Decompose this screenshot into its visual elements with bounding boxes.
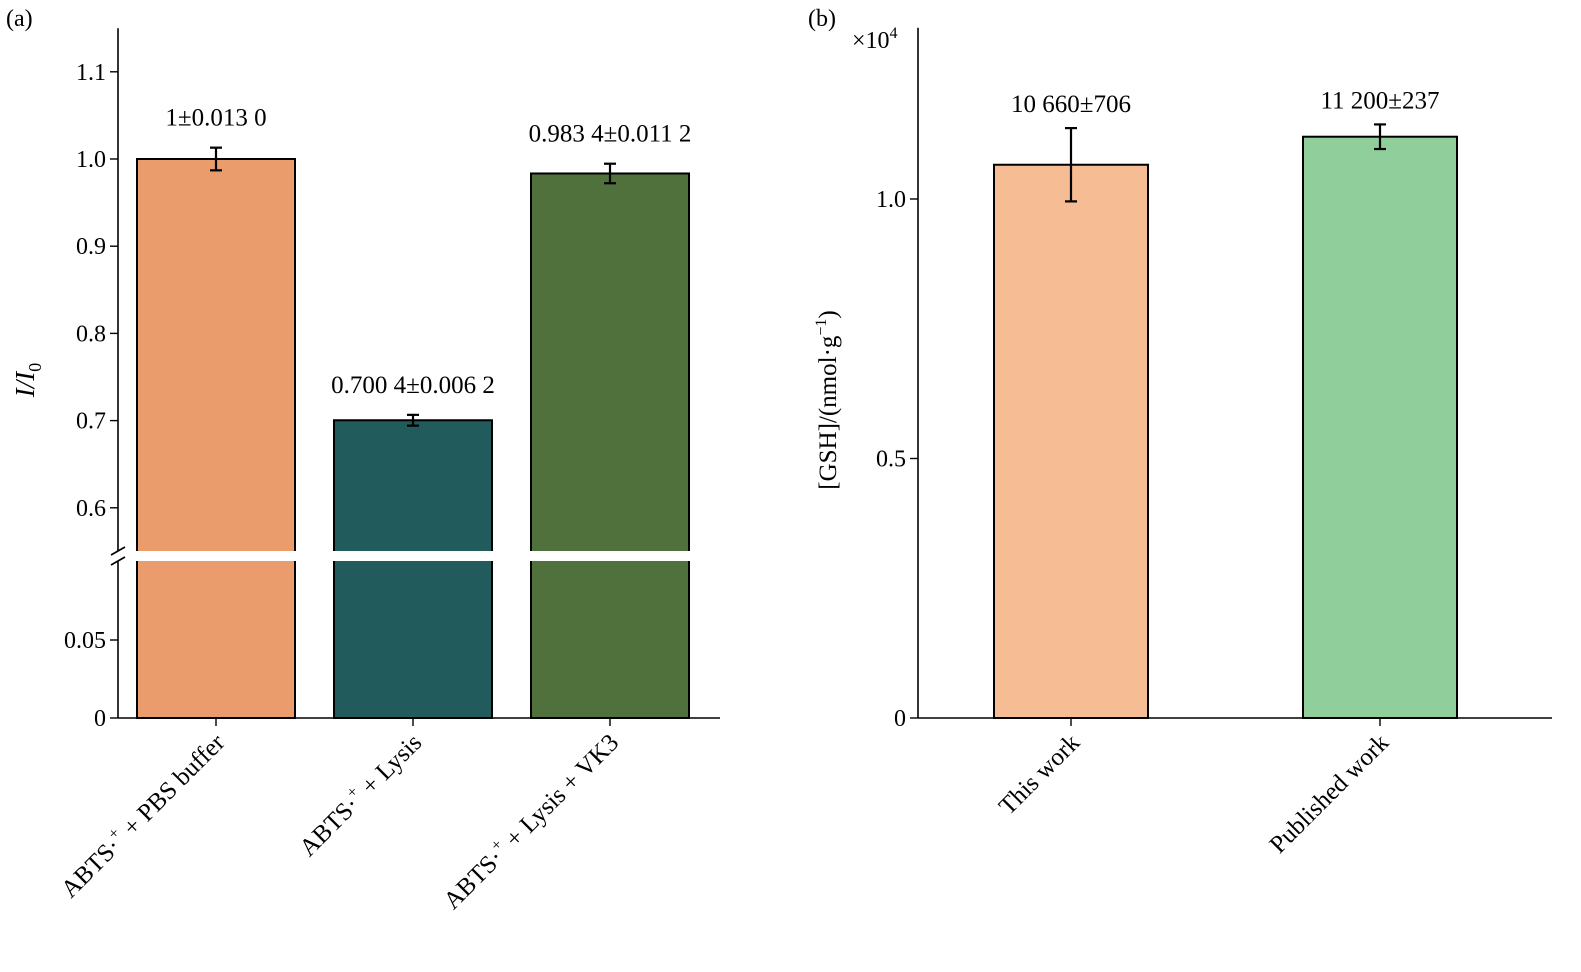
- bar: [993, 163, 1149, 720]
- y-tick-label: 0: [94, 706, 106, 732]
- x-tick-label: ABTS·+ + Lysis: [292, 727, 427, 862]
- bar: [530, 172, 690, 719]
- x-tick-label: ABTS·+ + PBS buffer: [54, 727, 231, 904]
- y-tick-label: 0.8: [76, 321, 106, 347]
- panel-label-b: (b): [808, 6, 836, 32]
- bar: [1302, 135, 1458, 720]
- panel-label-a: (a): [6, 6, 33, 32]
- y-tick-label: 0.6: [76, 496, 106, 522]
- y-tick-label: 1.0: [876, 187, 906, 213]
- bar: [333, 419, 493, 719]
- x-tick-label: ABTS·+ + Lysis + VK3: [437, 727, 625, 915]
- y-tick-label: 0.7: [76, 409, 106, 435]
- y-tick-label: 0.5: [876, 447, 906, 473]
- x-tick-label: Published work: [1265, 729, 1395, 859]
- y-tick-label: 0: [894, 706, 906, 732]
- x-tick-label: This work: [994, 729, 1086, 821]
- axis-break-mark: [110, 556, 126, 566]
- y-tick-label: 1.1: [76, 60, 106, 86]
- panel-b: (b) ×104 0 0.5 1.0 10 660±706 11 200±237 [GSH]/…: [808, 6, 1552, 859]
- y-tick-label: 1.0: [76, 147, 106, 173]
- data-label: 10 660±706: [1011, 91, 1131, 118]
- panel-a: (a) 0.6 0.7 0.8 0.9 1.0 1.1 0 0.05 1±0.013 0 0.700…: [6, 6, 720, 915]
- axis-break-band: [104, 551, 720, 561]
- data-label: 0.983 4±0.011 2: [529, 121, 692, 148]
- y-axis-label: I/I0: [10, 363, 45, 398]
- y-axis-label: [GSH]/(nmol·g−1): [813, 310, 842, 490]
- y-tick-label: 0.9: [76, 234, 106, 260]
- data-label: 1±0.013 0: [165, 105, 266, 132]
- data-label: 0.700 4±0.006 2: [331, 372, 495, 399]
- axis-break-mark: [110, 546, 126, 556]
- bar: [136, 158, 296, 719]
- y-tick-label: 0.05: [64, 628, 106, 654]
- data-label: 11 200±237: [1320, 87, 1439, 114]
- axis-scale-label: ×104: [852, 25, 898, 54]
